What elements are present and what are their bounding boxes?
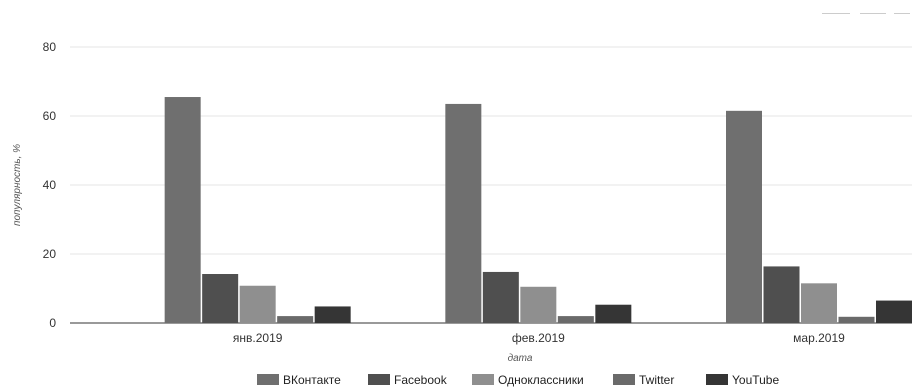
- bar: [164, 97, 201, 324]
- y-tick-label: 60: [43, 109, 57, 123]
- y-tick-label: 80: [43, 40, 57, 54]
- legend-swatch: [706, 374, 728, 385]
- x-tick-label: фев.2019: [512, 331, 565, 345]
- corner-dash: [822, 13, 850, 14]
- bar: [202, 274, 239, 323]
- y-axis-title: популярность, %: [12, 144, 23, 226]
- bar: [763, 266, 800, 323]
- x-axis-ticks: янв.2019 фев.2019 мар.2019: [233, 331, 845, 345]
- legend-label: Twitter: [639, 373, 674, 387]
- y-tick-label: 20: [43, 247, 57, 261]
- legend-swatch: [472, 374, 494, 385]
- legend-label: ВКонтакте: [283, 373, 341, 387]
- bar: [876, 300, 912, 323]
- y-tick-label: 40: [43, 178, 57, 192]
- bar: [277, 316, 314, 323]
- x-tick-label: янв.2019: [233, 331, 283, 345]
- y-axis-ticks: 0 20 40 60 80: [43, 40, 57, 330]
- legend-label: YouTube: [732, 373, 779, 387]
- corner-dash: [860, 13, 886, 14]
- bar: [595, 304, 632, 323]
- legend-label: Одноклассники: [498, 373, 584, 387]
- legend-label: Facebook: [394, 373, 448, 387]
- bar: [239, 285, 276, 323]
- x-tick-label: мар.2019: [793, 331, 845, 345]
- bar: [557, 316, 594, 323]
- bars: [164, 97, 912, 324]
- legend-swatch: [257, 374, 279, 385]
- bar: [801, 283, 837, 323]
- legend-swatch: [368, 374, 390, 385]
- bar: [838, 316, 875, 323]
- bar: [520, 286, 557, 323]
- bar: [445, 103, 482, 323]
- bar: [482, 271, 519, 323]
- x-axis-title: дата: [508, 353, 533, 364]
- corner-dash: [894, 13, 910, 14]
- bar: [314, 306, 351, 323]
- legend-swatch: [613, 374, 635, 385]
- bar: [726, 110, 762, 323]
- legend: ВКонтакте Facebook Одноклассники Twitter You…: [257, 373, 779, 387]
- y-tick-label: 0: [49, 316, 56, 330]
